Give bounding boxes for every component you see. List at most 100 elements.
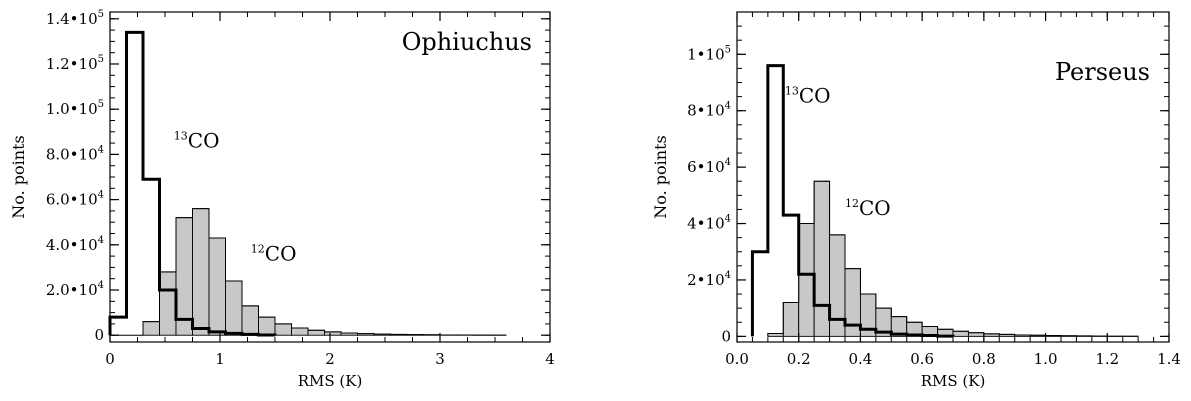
chart-panel-2: 0.0 0.2 0.4 0.6 0.8 1.0 1.2 1.402•1044•1046•104…	[651, 11, 1181, 390]
histogram-bar-12co-4	[829, 234, 846, 337]
y-tick-exponent: 5	[98, 9, 104, 20]
x-tick-label: 3	[435, 350, 445, 368]
y-tick-exponent: 5	[725, 44, 731, 55]
y-tick-label: 1.0•105	[46, 99, 104, 118]
histogram-bar-12co-13	[967, 332, 985, 337]
x-tick-label: 0.6	[910, 350, 934, 368]
y-tick-label: 2•104	[687, 270, 731, 289]
y-tick-exponent: 4	[725, 157, 731, 168]
histogram-bar-12co-9	[258, 316, 276, 336]
x-tick-label: 2	[325, 350, 335, 368]
y-tick-base: 10	[79, 145, 98, 163]
histogram-bar-12co-11	[291, 327, 309, 336]
annotation-isotope-superscript: 12	[845, 197, 859, 210]
series-13co	[108, 30, 277, 337]
annotation-molecule: CO	[188, 129, 220, 153]
y-tick-mantissa: 1.2•	[46, 55, 79, 73]
y-tick-base: 10	[79, 10, 98, 28]
y-tick-mantissa: 1•	[687, 45, 705, 63]
y-tick-label: 1•105	[687, 44, 731, 63]
y-tick-mantissa: 1.0•	[46, 100, 79, 118]
y-tick-label: 6•104	[687, 157, 731, 176]
y-tick-base: 10	[706, 158, 725, 176]
y-tick-exponent: 4	[725, 101, 731, 112]
y-tick-mantissa: 6.0•	[46, 191, 79, 209]
histogram-bar-12co-10	[274, 323, 292, 336]
y-tick-mantissa: 2.0•	[46, 281, 79, 299]
histogram-bar-12co-6	[208, 237, 226, 336]
x-tick-label: 1.0	[1034, 350, 1058, 368]
series-annotation-12co: 12CO	[251, 242, 297, 266]
y-tick-label: 1.2•105	[46, 54, 104, 73]
histogram-outline-12co	[110, 208, 507, 336]
y-tick-mantissa: 0	[94, 326, 104, 344]
y-tick-base: 10	[79, 236, 98, 254]
histogram-bar-12co-13	[324, 331, 342, 336]
y-tick-mantissa: 4•	[687, 215, 705, 233]
y-tick-mantissa: 8•	[687, 102, 705, 120]
x-tick-label: 1.2	[1095, 350, 1119, 368]
series-annotation-13co: 13CO	[785, 83, 831, 107]
series-12co	[767, 180, 1139, 337]
y-tick-exponent: 4	[98, 280, 104, 291]
annotation-isotope-superscript: 12	[251, 243, 265, 256]
histogram-bar-12co-8	[241, 305, 259, 336]
histogram-bar-12co-1	[782, 302, 800, 337]
x-axis-label: RMS (K)	[298, 372, 363, 390]
histogram-bar-12co-3	[159, 271, 177, 336]
x-axis-label: RMS (K)	[921, 372, 986, 390]
y-axis-label: No. points	[9, 135, 28, 218]
histogram-bar-12co-2	[798, 223, 815, 337]
x-tick-label: 0.4	[848, 350, 872, 368]
x-tick-label: 1.4	[1157, 350, 1181, 368]
y-tick-exponent: 4	[725, 270, 731, 281]
histogram-bar-12co-7	[225, 280, 243, 336]
series-annotation-12co: 12CO	[845, 196, 891, 220]
y-tick-label: 2.0•104	[46, 280, 104, 299]
y-tick-label: 8.0•104	[46, 144, 104, 163]
y-tick-base: 10	[79, 100, 98, 118]
histogram-bar-12co-2	[142, 321, 160, 336]
y-tick-label: 8•104	[687, 101, 731, 120]
y-tick-base: 10	[706, 102, 725, 120]
histogram-outline-13co	[108, 30, 277, 337]
annotation-molecule: CO	[859, 196, 891, 220]
y-tick-base: 10	[706, 271, 725, 289]
x-tick-label: 4	[545, 350, 555, 368]
y-tick-label: 6.0•104	[46, 190, 104, 209]
y-axis-label: No. points	[651, 135, 670, 218]
y-tick-exponent: 4	[98, 190, 104, 201]
annotation-isotope-superscript: 13	[174, 130, 188, 143]
y-tick-base: 10	[706, 45, 725, 63]
chart-title: Ophiuchus	[402, 28, 532, 56]
y-tick-label: 0	[94, 326, 104, 344]
x-tick-label: 1	[215, 350, 225, 368]
series-annotation-13co: 13CO	[174, 129, 220, 153]
x-tick-label: 0.0	[725, 350, 749, 368]
histogram-outline-12co	[767, 180, 1139, 337]
histogram-bar-12co-3	[813, 180, 831, 337]
annotation-isotope-superscript: 13	[785, 84, 799, 97]
y-tick-label: 4•104	[687, 214, 731, 233]
y-tick-mantissa: 1.4•	[46, 10, 79, 28]
y-tick-base: 10	[79, 281, 98, 299]
y-tick-exponent: 4	[98, 144, 104, 155]
x-tick-label: 0.8	[972, 350, 996, 368]
x-tick-label: 0	[105, 350, 115, 368]
y-tick-mantissa: 0	[721, 327, 731, 345]
y-tick-base: 10	[706, 215, 725, 233]
chart-title: Perseus	[1055, 58, 1150, 86]
histogram-bar-12co-12	[307, 329, 325, 336]
histogram-bar-12co-12	[952, 330, 969, 337]
y-tick-mantissa: 8.0•	[46, 145, 79, 163]
y-tick-mantissa: 2•	[687, 271, 705, 289]
histogram-bar-12co-5	[192, 208, 210, 336]
y-tick-label: 1.4•105	[46, 9, 104, 28]
y-tick-label: 0	[721, 327, 731, 345]
y-tick-mantissa: 6•	[687, 158, 705, 176]
y-tick-exponent: 5	[98, 54, 104, 65]
y-tick-exponent: 5	[98, 99, 104, 110]
y-tick-base: 10	[79, 191, 98, 209]
series-12co	[110, 208, 507, 336]
